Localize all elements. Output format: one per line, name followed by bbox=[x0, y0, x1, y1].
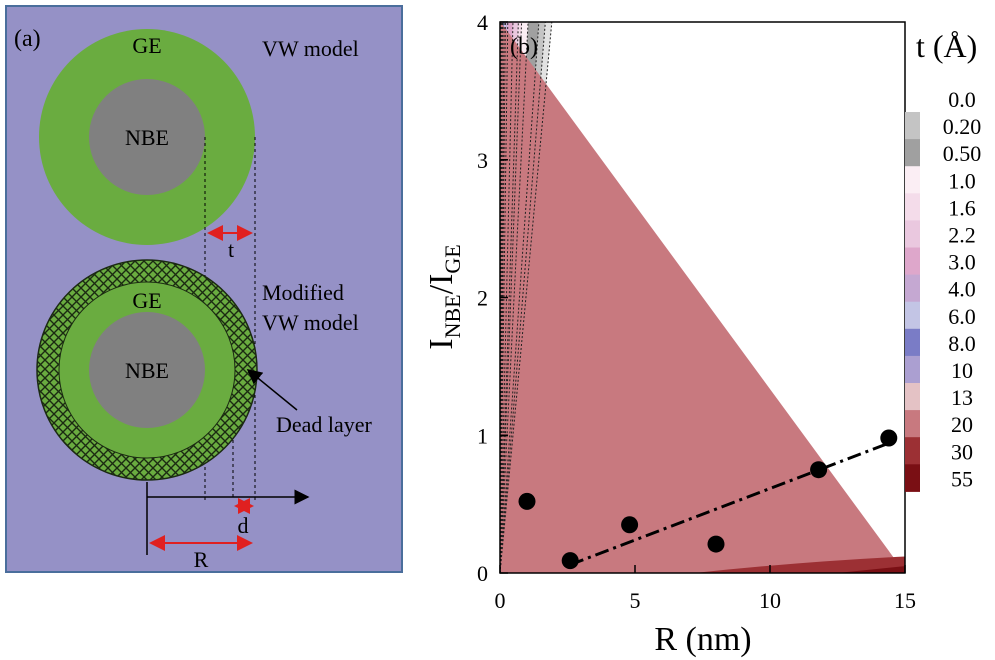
colorbar-level-13: 30 bbox=[951, 439, 973, 464]
panel-a-label: (a) bbox=[14, 26, 41, 52]
x-axis-ticks: 0 5 10 15 bbox=[495, 565, 916, 613]
colorbar: 0.00.200.501.01.6 2.23.04.06.08.010132030… bbox=[905, 87, 981, 492]
fit-line bbox=[569, 440, 893, 567]
contour-boundary-1 bbox=[500, 22, 546, 573]
colorbar-level-10: 10 bbox=[951, 358, 973, 383]
colorbar-title: t (Å) bbox=[916, 28, 977, 64]
colorbar-level-6: 3.0 bbox=[948, 250, 976, 275]
contour-boundaries bbox=[500, 22, 553, 573]
colorbar-level-0: 0.0 bbox=[948, 87, 976, 112]
d-label: d bbox=[238, 513, 249, 538]
panel-b-contour-chart: 0 5 10 15 0 1 2 3 4 (b) R (nm) INBE/IGE t (Å) 0… bbox=[423, 10, 981, 658]
contour-band-deepest bbox=[837, 566, 905, 573]
colorbar-level-7: 4.0 bbox=[948, 277, 976, 302]
colorbar-level-9: 8.0 bbox=[948, 331, 976, 356]
colorbar-swatch-12 bbox=[905, 410, 920, 438]
y-tick-label-0: 0 bbox=[477, 561, 488, 586]
data-point-3 bbox=[707, 535, 725, 553]
y-tick-label-4: 4 bbox=[477, 10, 488, 35]
modified-label-2: VW model bbox=[262, 310, 359, 335]
data-point-2 bbox=[621, 516, 639, 534]
colorbar-swatch-1 bbox=[905, 112, 920, 140]
x-axis-label: R (nm) bbox=[654, 621, 751, 658]
contour-boundary-2 bbox=[500, 22, 540, 573]
contour-band-deep bbox=[694, 556, 905, 573]
data-points bbox=[518, 429, 898, 570]
modified-label-1: Modified bbox=[262, 280, 344, 305]
x-tick-label-2: 10 bbox=[759, 588, 781, 613]
dead-layer-label: Dead layer bbox=[276, 412, 373, 437]
x-tick-label-3: 15 bbox=[894, 588, 916, 613]
colorbar-swatch-11 bbox=[905, 383, 920, 411]
colorbar-level-11: 13 bbox=[951, 385, 973, 410]
data-point-4 bbox=[810, 461, 828, 479]
colorbar-level-14: 55 bbox=[951, 466, 973, 491]
data-point-1 bbox=[561, 552, 579, 570]
colorbar-level-8: 6.0 bbox=[948, 304, 976, 329]
colorbar-swatch-4 bbox=[905, 193, 920, 221]
top-nbe-label: NBE bbox=[125, 125, 169, 150]
y-tick-label-1: 1 bbox=[477, 423, 488, 448]
x-tick-label-1: 5 bbox=[630, 588, 641, 613]
colorbar-swatch-3 bbox=[905, 166, 920, 194]
panel-b-label: (b) bbox=[510, 34, 538, 60]
panel-a-schematic: (a) GE NBE VW model t GE NBE Modified VW… bbox=[5, 5, 403, 573]
colorbar-swatch-8 bbox=[905, 301, 920, 330]
t-label: t bbox=[228, 237, 234, 262]
colorbar-swatch-6 bbox=[905, 247, 920, 276]
top-nbe-core bbox=[89, 79, 205, 195]
contour-band-13 bbox=[500, 22, 905, 573]
bottom-nbe-label: NBE bbox=[125, 358, 169, 383]
dead-layer-arrow bbox=[246, 369, 298, 411]
colorbar-level-5: 2.2 bbox=[948, 223, 976, 248]
x-tick-label-0: 0 bbox=[495, 588, 506, 613]
top-ge-label: GE bbox=[132, 33, 161, 58]
y-tick-label-2: 2 bbox=[477, 286, 488, 311]
data-point-0 bbox=[518, 492, 536, 510]
colorbar-swatch-5 bbox=[905, 220, 920, 248]
colorbar-level-2: 0.50 bbox=[943, 141, 982, 166]
colorbar-swatch-10 bbox=[905, 355, 920, 384]
colorbar-level-3: 1.0 bbox=[948, 168, 976, 193]
colorbar-swatch-13 bbox=[905, 437, 920, 465]
bottom-ge-label: GE bbox=[132, 288, 161, 313]
bottom-nbe-core bbox=[89, 312, 205, 428]
contour-boundary-0 bbox=[500, 22, 553, 573]
r-label: R bbox=[194, 547, 209, 572]
colorbar-swatch-9 bbox=[905, 328, 920, 357]
contour-bands bbox=[500, 22, 905, 573]
y-tick-label-3: 3 bbox=[477, 148, 488, 173]
top-model-name: VW model bbox=[262, 36, 359, 61]
data-point-5 bbox=[880, 429, 898, 447]
colorbar-level-4: 1.6 bbox=[948, 195, 976, 220]
y-axis-ticks: 0 1 2 3 4 bbox=[477, 10, 508, 586]
colorbar-level-12: 20 bbox=[951, 412, 973, 437]
colorbar-swatch-2 bbox=[905, 139, 920, 167]
colorbar-level-1: 0.20 bbox=[943, 114, 982, 139]
fit-line-group bbox=[569, 440, 893, 567]
y-axis-label: INBE/IGE bbox=[423, 244, 465, 349]
colorbar-swatch-14 bbox=[905, 464, 920, 492]
colorbar-swatch-7 bbox=[905, 274, 920, 303]
